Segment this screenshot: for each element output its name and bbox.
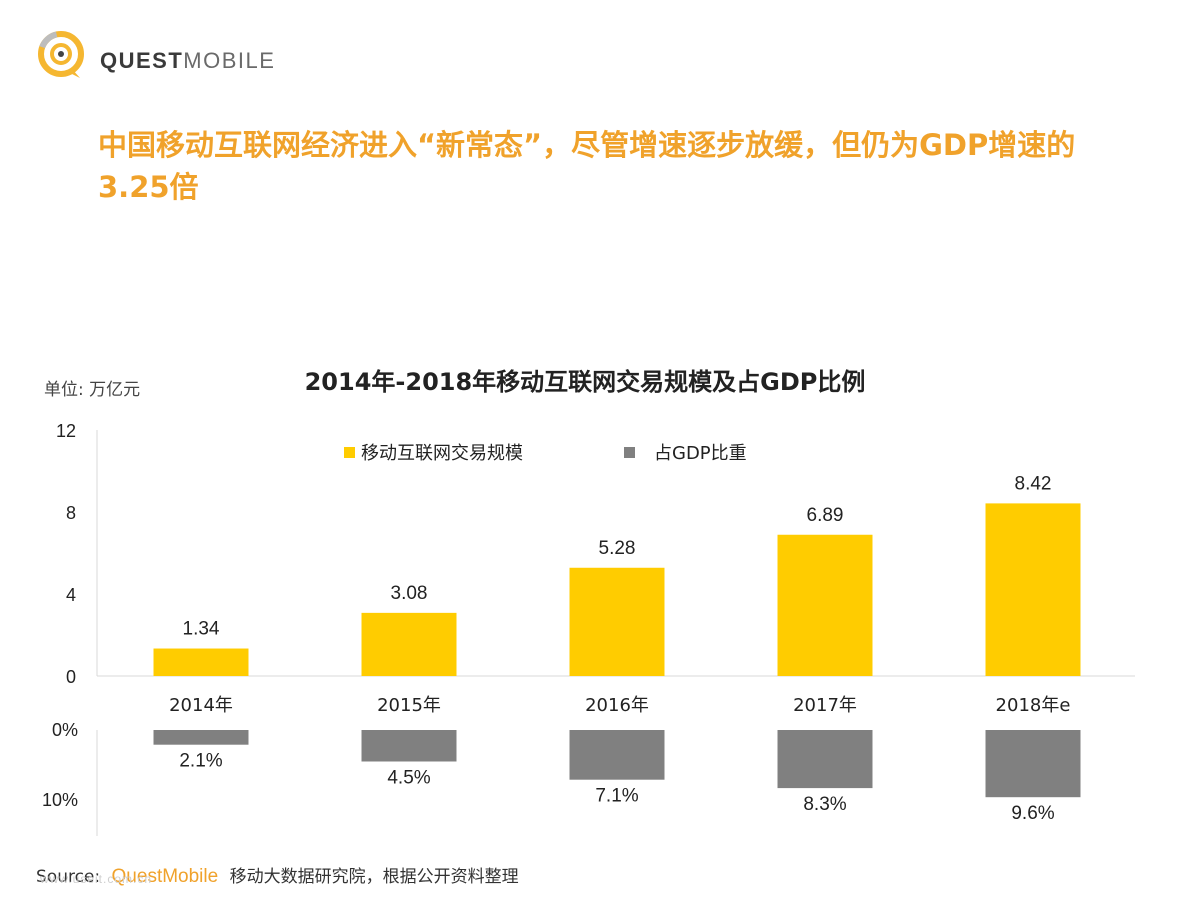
y-tick-label-top-2: 4 bbox=[66, 585, 76, 605]
y-tick-label-bottom-1: 10% bbox=[42, 790, 78, 810]
source-text: 移动大数据研究院，根据公开资料整理 bbox=[229, 867, 519, 887]
bar-label-volume-1: 3.08 bbox=[391, 583, 428, 604]
bar-label-gdp-1: 4.5% bbox=[387, 768, 430, 789]
x-tick-label-0: 2014年 bbox=[169, 695, 233, 716]
x-tick-label-3: 2017年 bbox=[793, 695, 857, 716]
bar-volume-3 bbox=[777, 534, 873, 676]
bar-label-volume-4: 8.42 bbox=[1015, 473, 1052, 494]
logo-wordmark: QUESTMOBILE bbox=[100, 48, 275, 74]
legend-label-gdp: 占GDP比重 bbox=[654, 443, 747, 464]
bar-label-volume-2: 5.28 bbox=[599, 538, 636, 559]
legend-swatch-gdp bbox=[624, 447, 635, 458]
y-tick-label-top-3: 0 bbox=[66, 667, 76, 687]
bar-label-gdp-3: 8.3% bbox=[803, 794, 846, 815]
source-brand: QuestMobile bbox=[111, 866, 219, 887]
bar-label-gdp-4: 9.6% bbox=[1011, 803, 1054, 824]
bar-gdp-1 bbox=[361, 730, 457, 762]
logo-bold-text: QUEST bbox=[100, 48, 184, 73]
chart-title: 2014年-2018年移动互联网交易规模及占GDP比例 bbox=[304, 368, 866, 396]
bar-label-volume-0: 1.34 bbox=[183, 619, 220, 640]
questmobile-logo-icon bbox=[38, 31, 84, 78]
logo-light-text: MOBILE bbox=[183, 48, 276, 73]
bar-volume-4 bbox=[985, 503, 1081, 676]
bar-label-gdp-2: 7.1% bbox=[595, 786, 638, 807]
x-tick-label-2: 2016年 bbox=[585, 695, 649, 716]
x-tick-label-4: 2018年e bbox=[996, 695, 1071, 716]
x-tick-label-1: 2015年 bbox=[377, 695, 441, 716]
watermark: www.useit.com.cn bbox=[40, 872, 153, 886]
y-tick-label-top-0: 12 bbox=[56, 421, 76, 441]
page-headline: 中国移动互联网经济进入“新常态”，尽管增速逐步放缓，但仍为GDP增速的3.25倍 bbox=[98, 128, 1076, 204]
bar-label-volume-3: 6.89 bbox=[807, 505, 844, 526]
bar-gdp-4 bbox=[985, 730, 1081, 798]
legend-label-volume: 移动互联网交易规模 bbox=[361, 443, 523, 464]
bar-gdp-3 bbox=[777, 730, 873, 789]
bar-volume-1 bbox=[361, 612, 457, 676]
bar-volume-2 bbox=[569, 567, 665, 676]
unit-label: 单位: 万亿元 bbox=[44, 380, 141, 400]
source-prefix: Source: bbox=[36, 867, 101, 887]
y-tick-label-top-1: 8 bbox=[66, 503, 76, 523]
bar-volume-0 bbox=[153, 648, 249, 676]
bar-gdp-2 bbox=[569, 730, 665, 780]
legend-swatch-volume bbox=[344, 447, 355, 458]
bar-gdp-0 bbox=[153, 730, 249, 745]
source-line: Source: QuestMobile 移动大数据研究院，根据公开资料整理 bbox=[36, 862, 519, 888]
y-tick-label-bottom-0: 0% bbox=[52, 720, 78, 740]
bar-label-gdp-0: 2.1% bbox=[179, 751, 222, 772]
